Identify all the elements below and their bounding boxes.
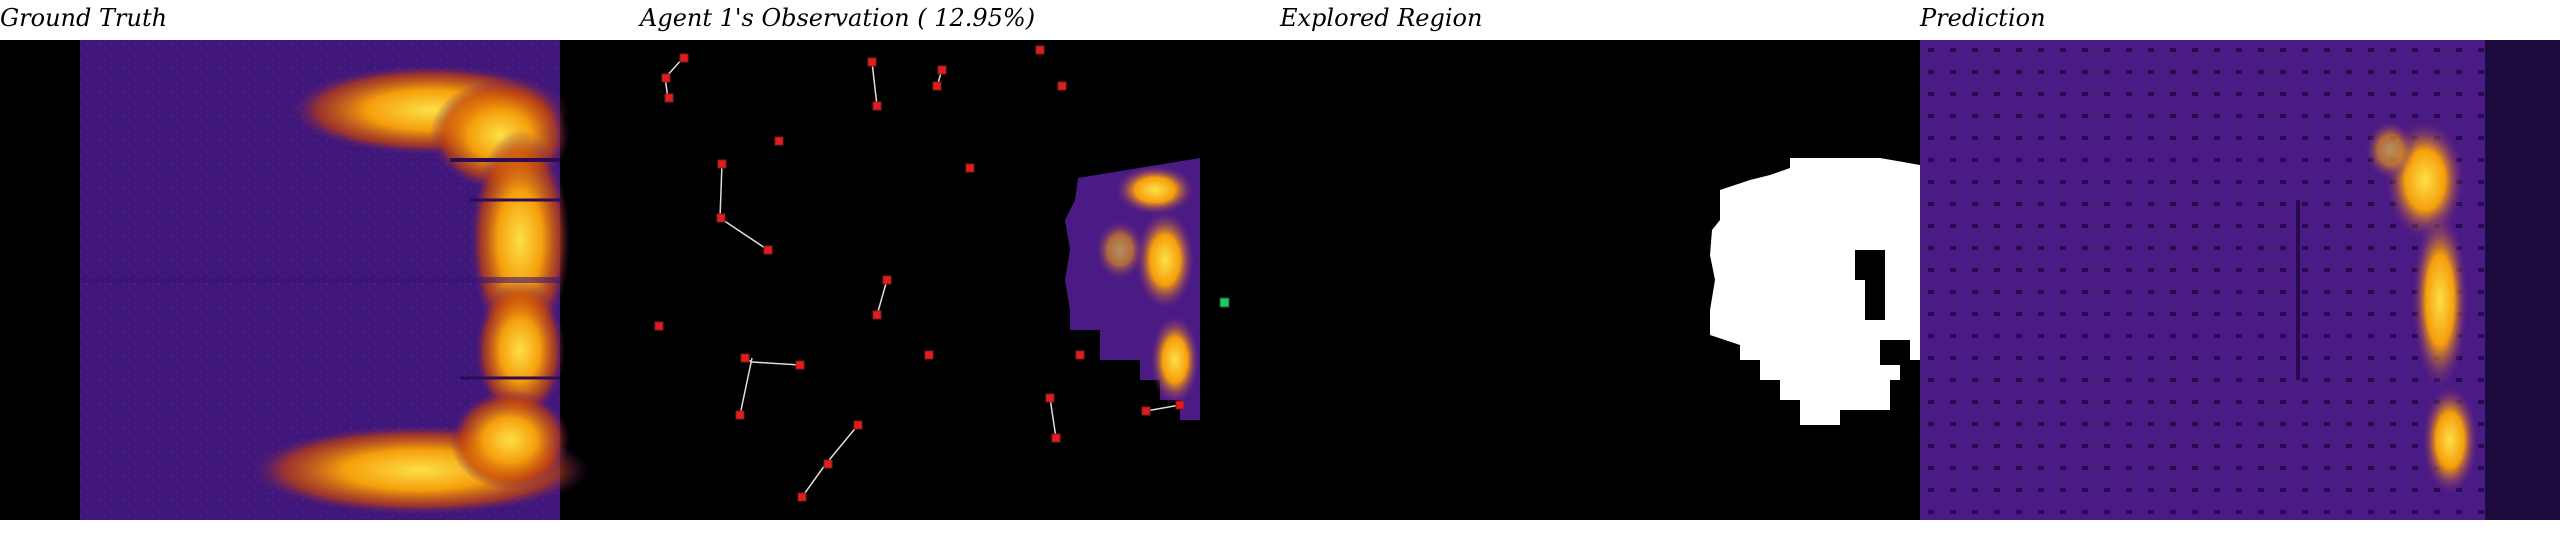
title-explored-region: Explored Region: [1280, 4, 1483, 32]
agent-self-marker: [1219, 297, 1230, 308]
agent-observation-map: [640, 40, 1280, 520]
ground-truth-map: [0, 40, 640, 520]
title-prediction: Prediction: [1920, 4, 2046, 32]
prediction-map: [1920, 40, 2560, 520]
title-agent-observation: Agent 1's Observation ( 12.95%): [640, 4, 1036, 32]
explored-region-map: [1280, 40, 1920, 520]
title-ground-truth: Ground Truth: [0, 4, 168, 32]
